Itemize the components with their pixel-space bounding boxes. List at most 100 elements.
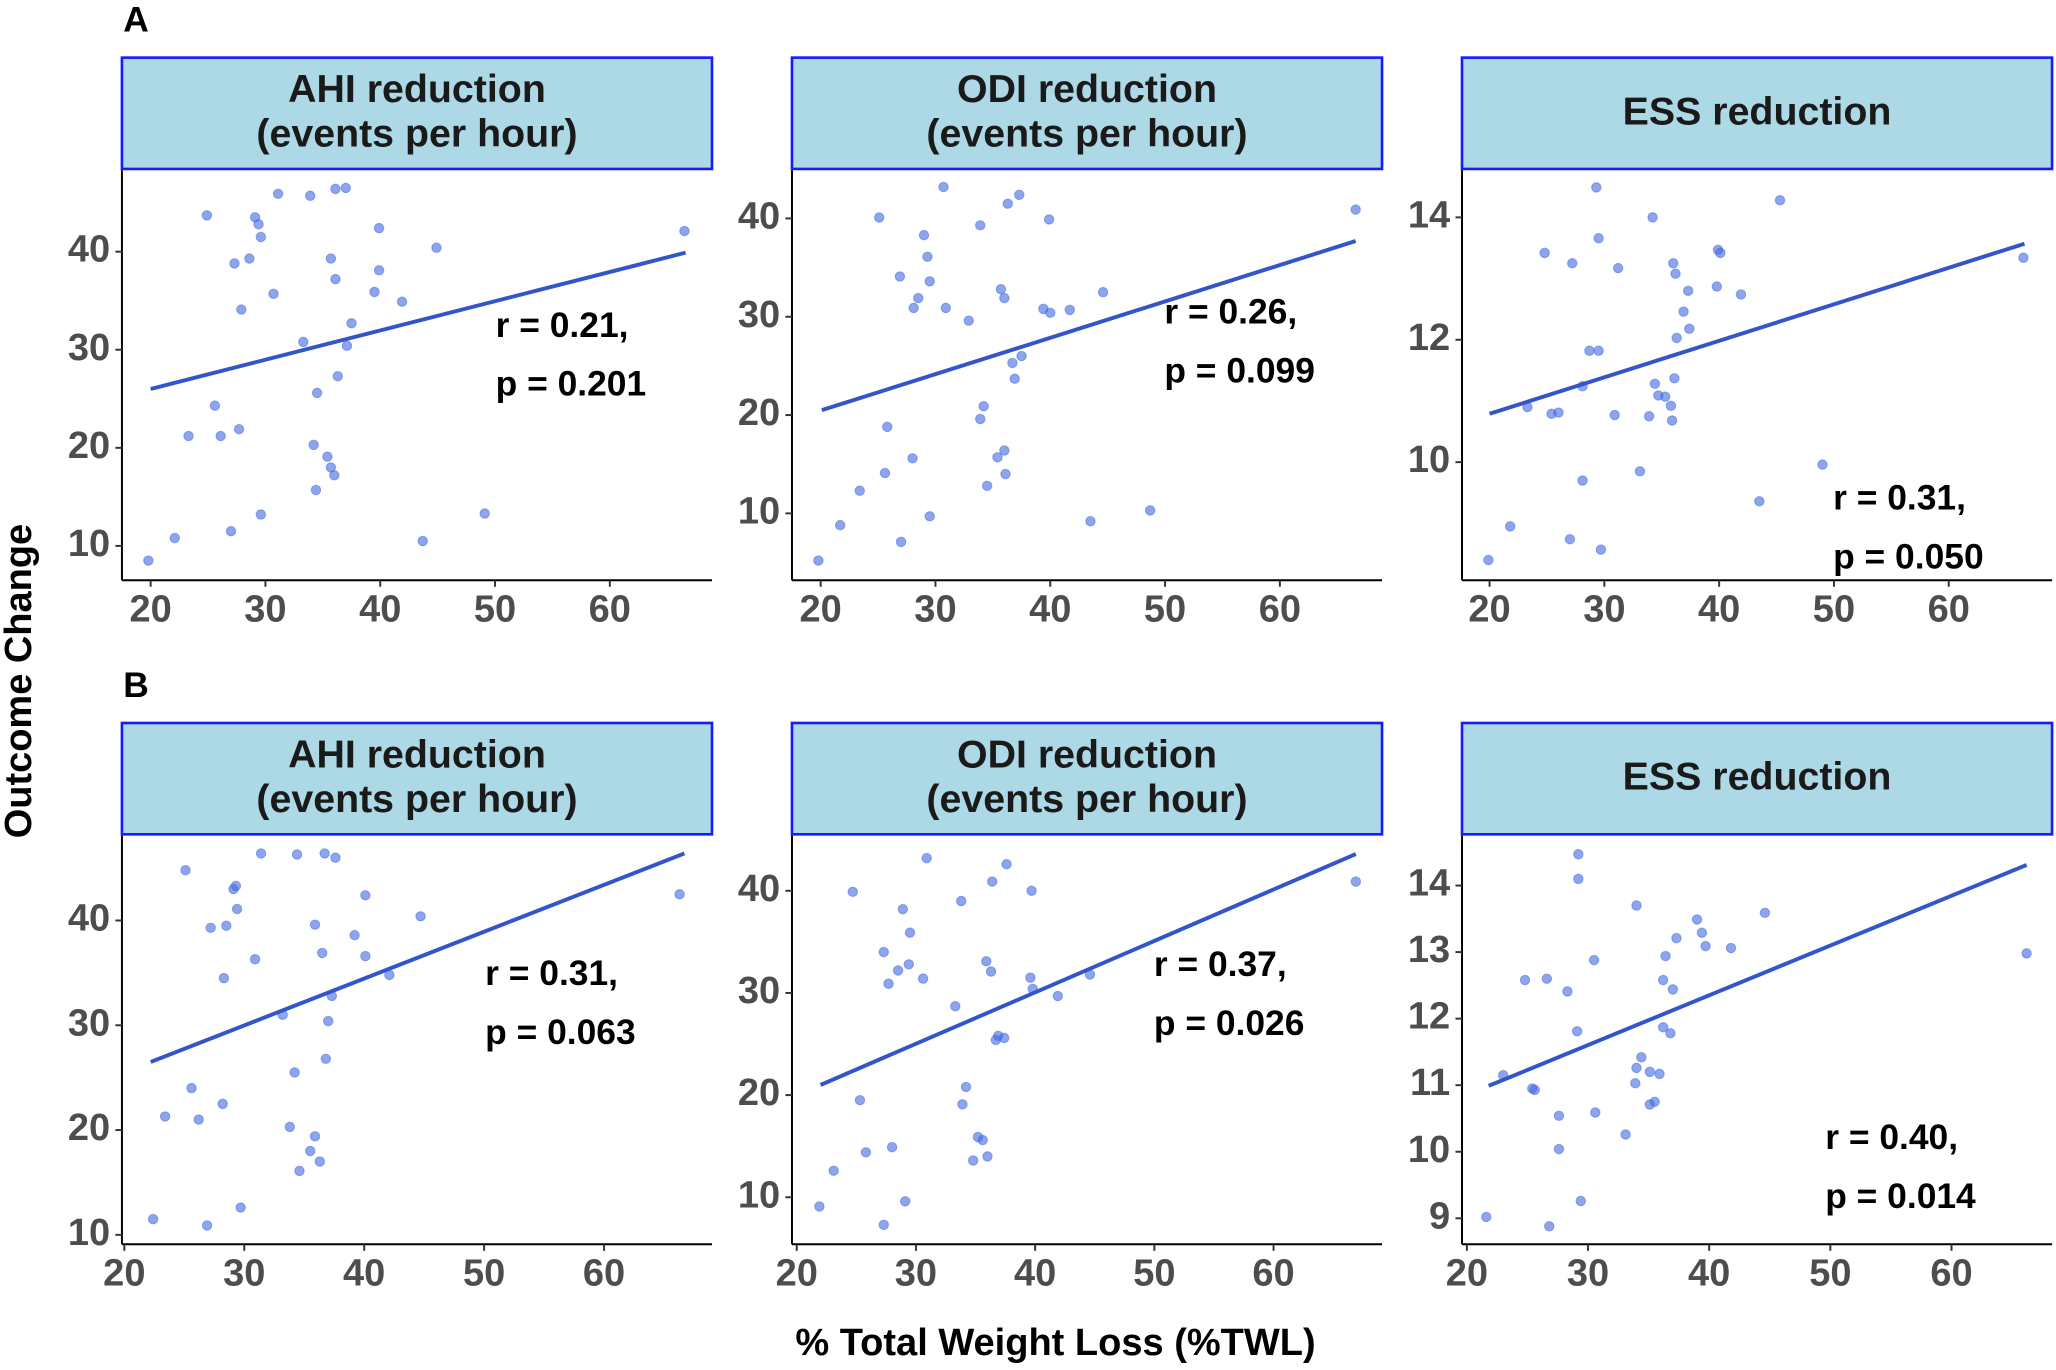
point <box>879 467 891 479</box>
point <box>1659 391 1671 402</box>
point <box>268 288 279 300</box>
strip <box>120 56 714 171</box>
point <box>319 848 330 859</box>
point <box>1014 189 1025 201</box>
point <box>1016 350 1027 362</box>
x-tick-label: 40 <box>1698 589 1740 631</box>
point <box>975 220 986 231</box>
x-tick-label: 50 <box>1813 589 1855 631</box>
x-tick-label: 50 <box>463 1253 505 1295</box>
point <box>1000 468 1011 480</box>
point <box>1647 212 1658 223</box>
y-tick-label: 10 <box>68 523 110 565</box>
point <box>415 911 426 922</box>
x-tick-label: 50 <box>1809 1253 1851 1295</box>
point <box>981 956 992 967</box>
point <box>1504 521 1516 532</box>
point <box>986 876 998 887</box>
point <box>1544 1221 1555 1232</box>
point <box>1350 204 1361 215</box>
y-tick-label: 10 <box>738 490 780 532</box>
point <box>309 1131 321 1142</box>
annotation: r = 0.40, <box>1825 1118 1958 1157</box>
x-tick-label: 30 <box>244 589 286 631</box>
y-tick-label: 12 <box>1408 996 1450 1038</box>
point <box>957 1099 968 1110</box>
point <box>209 400 221 411</box>
point <box>978 400 989 412</box>
point <box>1007 357 1018 369</box>
point <box>236 304 247 315</box>
point <box>1682 285 1694 297</box>
point <box>1541 973 1553 984</box>
point <box>1649 378 1661 390</box>
point <box>233 423 245 435</box>
point <box>1684 323 1695 334</box>
point <box>304 190 316 202</box>
point <box>369 286 380 298</box>
point <box>322 451 333 462</box>
point <box>1636 1052 1647 1063</box>
y-tick-label: 10 <box>1408 439 1450 481</box>
point <box>180 864 191 876</box>
point <box>1593 345 1604 357</box>
point <box>921 852 932 864</box>
point <box>417 535 428 547</box>
point <box>814 1201 825 1212</box>
y-tick-label: 9 <box>1429 1195 1450 1237</box>
point <box>1043 214 1055 225</box>
point <box>1553 1143 1565 1155</box>
point <box>960 1081 972 1093</box>
point <box>1665 1028 1676 1039</box>
point <box>1564 533 1576 545</box>
point <box>1657 1022 1669 1033</box>
x-tick-label: 30 <box>914 589 956 631</box>
y-tick-label: 12 <box>1408 317 1450 359</box>
point <box>255 509 267 520</box>
point <box>193 1114 204 1125</box>
point <box>218 972 230 984</box>
point <box>1660 950 1671 962</box>
point <box>1577 475 1588 486</box>
point <box>346 318 357 329</box>
point <box>956 895 967 907</box>
point <box>298 336 309 348</box>
point <box>907 453 918 464</box>
x-tick-label: 40 <box>359 589 401 631</box>
point <box>229 258 240 269</box>
point <box>1649 1096 1660 1108</box>
point <box>894 271 906 282</box>
point <box>917 973 929 984</box>
point <box>349 929 360 941</box>
point <box>1612 262 1624 274</box>
point <box>217 1098 228 1110</box>
point <box>1669 373 1680 384</box>
point <box>1711 281 1723 292</box>
point <box>992 452 1003 463</box>
point <box>950 1000 961 1012</box>
strip-title: AHI reduction <box>288 732 546 776</box>
point <box>897 903 909 915</box>
point <box>679 225 690 237</box>
point <box>1519 974 1531 986</box>
point <box>322 1015 334 1027</box>
point <box>1735 289 1747 300</box>
point <box>1678 306 1689 317</box>
annotation: r = 0.31, <box>485 954 618 993</box>
annotation: r = 0.37, <box>1154 945 1287 984</box>
point <box>1571 1026 1583 1037</box>
point <box>1590 1107 1601 1118</box>
point <box>309 919 321 930</box>
x-tick-label: 20 <box>103 1253 145 1295</box>
point <box>230 880 242 892</box>
panel-label: B <box>123 666 149 705</box>
point <box>1553 1110 1565 1122</box>
point <box>813 555 824 566</box>
point <box>373 222 385 234</box>
y-tick-label: 13 <box>1408 929 1450 971</box>
point <box>878 946 890 958</box>
point <box>341 340 353 352</box>
x-tick-label: 20 <box>776 1253 818 1295</box>
point <box>1064 304 1076 316</box>
